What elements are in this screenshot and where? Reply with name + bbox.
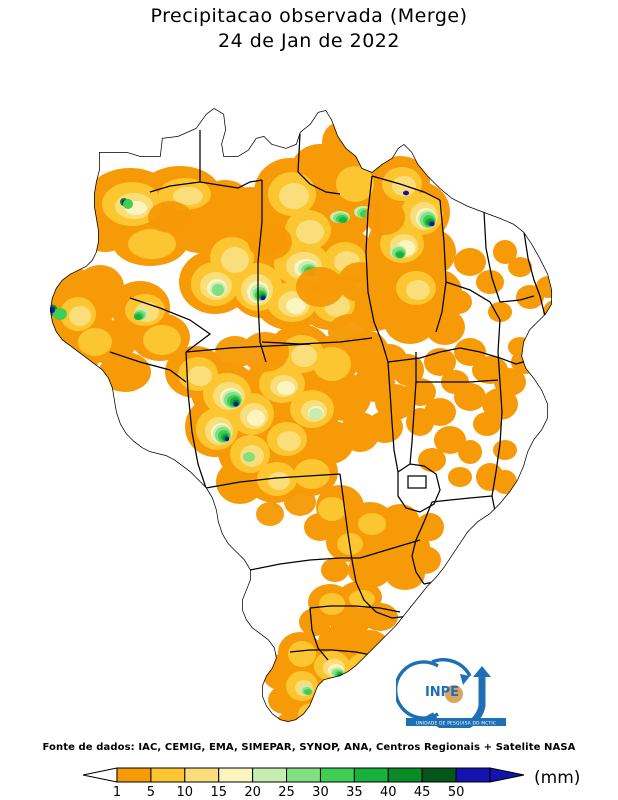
colorbar-tick-label: 10 (177, 785, 194, 800)
colorbar-bin (218, 767, 254, 783)
colorbar-bin (319, 767, 355, 783)
colorbar-right-arrow (489, 767, 525, 783)
colorbar-bin (184, 767, 220, 783)
inpe-swoosh-icon (396, 658, 491, 728)
colorbar-tick-label: 1 (113, 785, 121, 800)
colorbar-tick-label: 25 (278, 785, 295, 800)
colorbar-bins (116, 767, 491, 783)
colorbar-tick-label: 5 (147, 785, 155, 800)
title-line-2: 24 de Jan de 2022 (218, 30, 400, 52)
colorbar-bin (455, 767, 491, 783)
colorbar-tick-label: 45 (414, 785, 431, 800)
inpe-wordmark: INPE (425, 685, 459, 700)
colorbar-bin (286, 767, 321, 783)
colorbar-bin (150, 767, 186, 783)
precipitation-field (50, 122, 552, 722)
page-title: Precipitacao observada (Merge) 24 de Jan… (0, 4, 618, 54)
precipitation-colorbar: 1 5 10 15 20 25 30 35 40 45 50 (0, 764, 618, 800)
inpe-logo: INPE UNIDADE DE PESQUISA DO MCTIC (396, 652, 516, 728)
colorbar-bin (387, 767, 423, 783)
colorbar-tick-label: 30 (312, 785, 329, 800)
colorbar-tick-label: 15 (210, 785, 227, 800)
globe-icon (445, 685, 463, 703)
tagline-banner (406, 718, 506, 726)
colorbar-tick-label: 40 (380, 785, 397, 800)
units-label: (mm) (534, 768, 581, 788)
colorbar-tick-label: 50 (448, 785, 465, 800)
colorbar-bin (116, 767, 152, 783)
data-source-note: Fonte de dados: IAC, CEMIG, EMA, SIMEPAR… (42, 742, 576, 753)
state-borders (50, 108, 552, 722)
colorbar-bin (252, 767, 288, 783)
colorbar-bin (353, 767, 389, 783)
colorbar-left-arrow (82, 767, 118, 783)
precipitation-map (0, 52, 618, 742)
colorbar-tick-labels: 1 5 10 15 20 25 30 35 40 45 50 (113, 785, 465, 800)
title-line-1: Precipitacao observada (Merge) (150, 5, 468, 27)
colorbar-tick-label: 20 (244, 785, 261, 800)
inpe-tagline: UNIDADE DE PESQUISA DO MCTIC (416, 720, 496, 726)
colorbar-bin (421, 767, 457, 783)
colorbar-tick-label: 35 (346, 785, 363, 800)
